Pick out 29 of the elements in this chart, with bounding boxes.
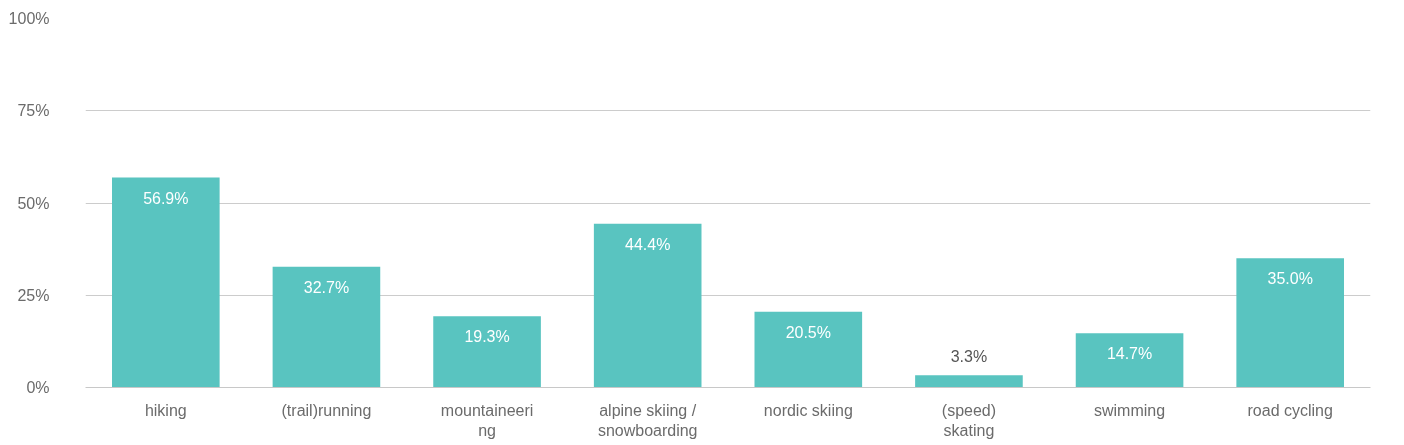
y-tick-label: 75% — [17, 102, 50, 120]
x-tick-label: hiking — [144, 401, 187, 419]
data-label: 20.5% — [785, 323, 831, 341]
bar — [433, 316, 541, 388]
data-label: 35.0% — [1267, 270, 1313, 288]
data-label: 44.4% — [625, 235, 671, 253]
x-tick-label: mountaineering — [440, 401, 534, 439]
data-label: 56.9% — [143, 189, 189, 207]
y-tick-label: 0% — [26, 379, 50, 396]
y-tick-label: 100% — [8, 10, 50, 27]
x-tick-label: road cycling — [1247, 401, 1333, 419]
data-label: 32.7% — [303, 278, 350, 296]
bar — [1236, 258, 1344, 388]
y-tick-label: 25% — [17, 286, 50, 304]
x-tick-label: alpine skiing / snowboarding — [597, 401, 698, 439]
y-tick-label: 50% — [17, 194, 50, 212]
data-label: 3.3% — [950, 348, 988, 366]
x-tick-label: (trail)running — [281, 401, 372, 419]
bar — [1075, 333, 1184, 388]
bar — [272, 266, 381, 388]
bar — [112, 177, 220, 388]
data-label: 14.7% — [1106, 345, 1153, 363]
x-tick-label: swimming — [1094, 401, 1166, 419]
bar — [754, 311, 863, 388]
x-tick-label: (speed) skating — [941, 401, 997, 439]
bar — [915, 375, 1023, 388]
data-label: 19.3% — [464, 328, 510, 346]
bar — [593, 223, 702, 388]
x-tick-label: nordic skiing — [763, 401, 853, 419]
